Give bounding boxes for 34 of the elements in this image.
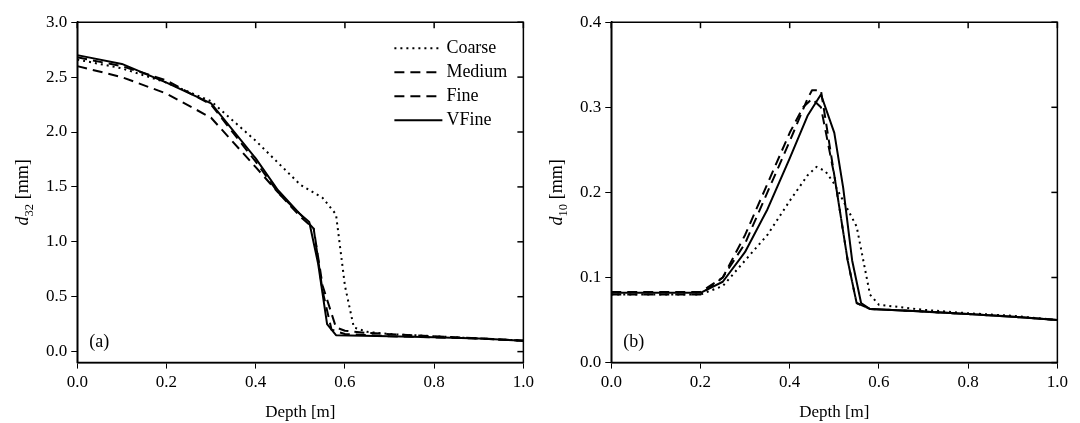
x-tick-label: 1.0 — [512, 372, 534, 392]
y-axis-title: d32 [mm] — [12, 159, 37, 226]
legend-label: Fine — [446, 84, 479, 105]
x-tick-label: 0.2 — [155, 372, 178, 392]
y-tick-label: 2.5 — [46, 66, 68, 86]
y-tick-label: 0.0 — [46, 341, 68, 361]
x-tick-label: 0.8 — [957, 372, 979, 392]
annotation: (a) — [89, 330, 110, 352]
x-tick-label: 0.2 — [689, 372, 712, 392]
y-tick-label: 3.0 — [46, 11, 68, 31]
legend-label: Coarse — [446, 36, 497, 57]
annotation: (b) — [623, 330, 645, 352]
x-axis-title: Depth [m] — [265, 402, 336, 421]
y-tick-label: 0.1 — [580, 266, 602, 286]
y-tick-label: 2.0 — [46, 121, 68, 141]
x-tick-label: 0.0 — [600, 372, 622, 392]
y-tick-label: 1.0 — [46, 231, 68, 251]
legend-label: Medium — [446, 60, 508, 81]
y-tick-label: 0.0 — [580, 352, 602, 372]
x-tick-label: 0.0 — [66, 372, 88, 392]
x-tick-label: 0.6 — [868, 372, 890, 392]
y-tick-label: 0.3 — [580, 96, 602, 116]
x-axis-title: Depth [m] — [799, 402, 870, 421]
y-tick-label: 0.5 — [46, 286, 68, 306]
y-tick-label: 1.5 — [46, 176, 68, 196]
x-tick-label: 0.8 — [423, 372, 445, 392]
y-tick-label: 0.4 — [580, 11, 602, 31]
y-tick-label: 0.2 — [580, 181, 602, 201]
x-tick-label: 0.6 — [334, 372, 356, 392]
x-tick-label: 1.0 — [1046, 372, 1068, 392]
x-tick-label: 0.4 — [779, 372, 801, 392]
x-tick-label: 0.4 — [245, 372, 267, 392]
legend-label: VFine — [446, 108, 492, 129]
y-axis-title: d10 [mm] — [546, 159, 571, 226]
